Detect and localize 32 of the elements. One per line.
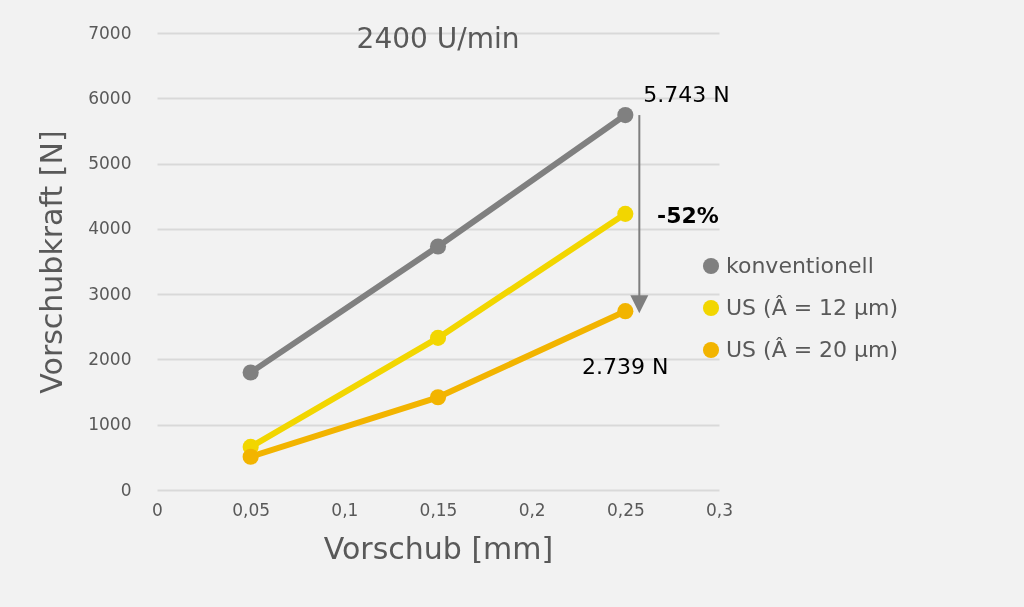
point xyxy=(617,303,634,320)
point xyxy=(429,329,447,346)
y-tick-label: 3000 xyxy=(88,283,132,304)
x-tick-label: 0 xyxy=(152,499,163,520)
y-tick-label: 1000 xyxy=(88,414,132,435)
annotation: 5.743 N xyxy=(643,82,730,108)
x-axis-title: Vorschub [mm] xyxy=(323,530,554,566)
x-tick-label: 0,1 xyxy=(331,499,359,520)
x-tick-label: 0,15 xyxy=(419,499,458,520)
chart-title: 2400 U/min xyxy=(356,22,520,55)
legend-label: US (Â = 20 µm) xyxy=(726,337,899,362)
y-tick-label: 0 xyxy=(120,479,132,500)
y-tick-label: 4000 xyxy=(88,218,132,239)
x-tick-label: 0,2 xyxy=(518,499,546,520)
legend-label: US (Â = 12 µm) xyxy=(726,295,899,320)
y-tick-label: 6000 xyxy=(88,87,132,108)
point xyxy=(617,107,634,124)
point xyxy=(617,205,634,222)
point xyxy=(429,389,447,406)
x-tick-label: 0,25 xyxy=(606,499,645,520)
x-tick-label: 0,3 xyxy=(705,499,734,520)
point xyxy=(242,448,259,465)
y-tick-label: 5000 xyxy=(88,153,132,174)
point xyxy=(242,364,259,381)
y-tick-label: 7000 xyxy=(88,22,132,43)
annotation: -52% xyxy=(657,203,719,228)
annotation: 2.739 N xyxy=(582,354,669,380)
y-tick-label: 2000 xyxy=(88,348,132,369)
point xyxy=(429,238,447,255)
legend-label: konventionell xyxy=(726,253,874,278)
y-axis-title: Vorschubkraft [N] xyxy=(34,130,70,394)
x-tick-label: 0,05 xyxy=(232,499,271,520)
